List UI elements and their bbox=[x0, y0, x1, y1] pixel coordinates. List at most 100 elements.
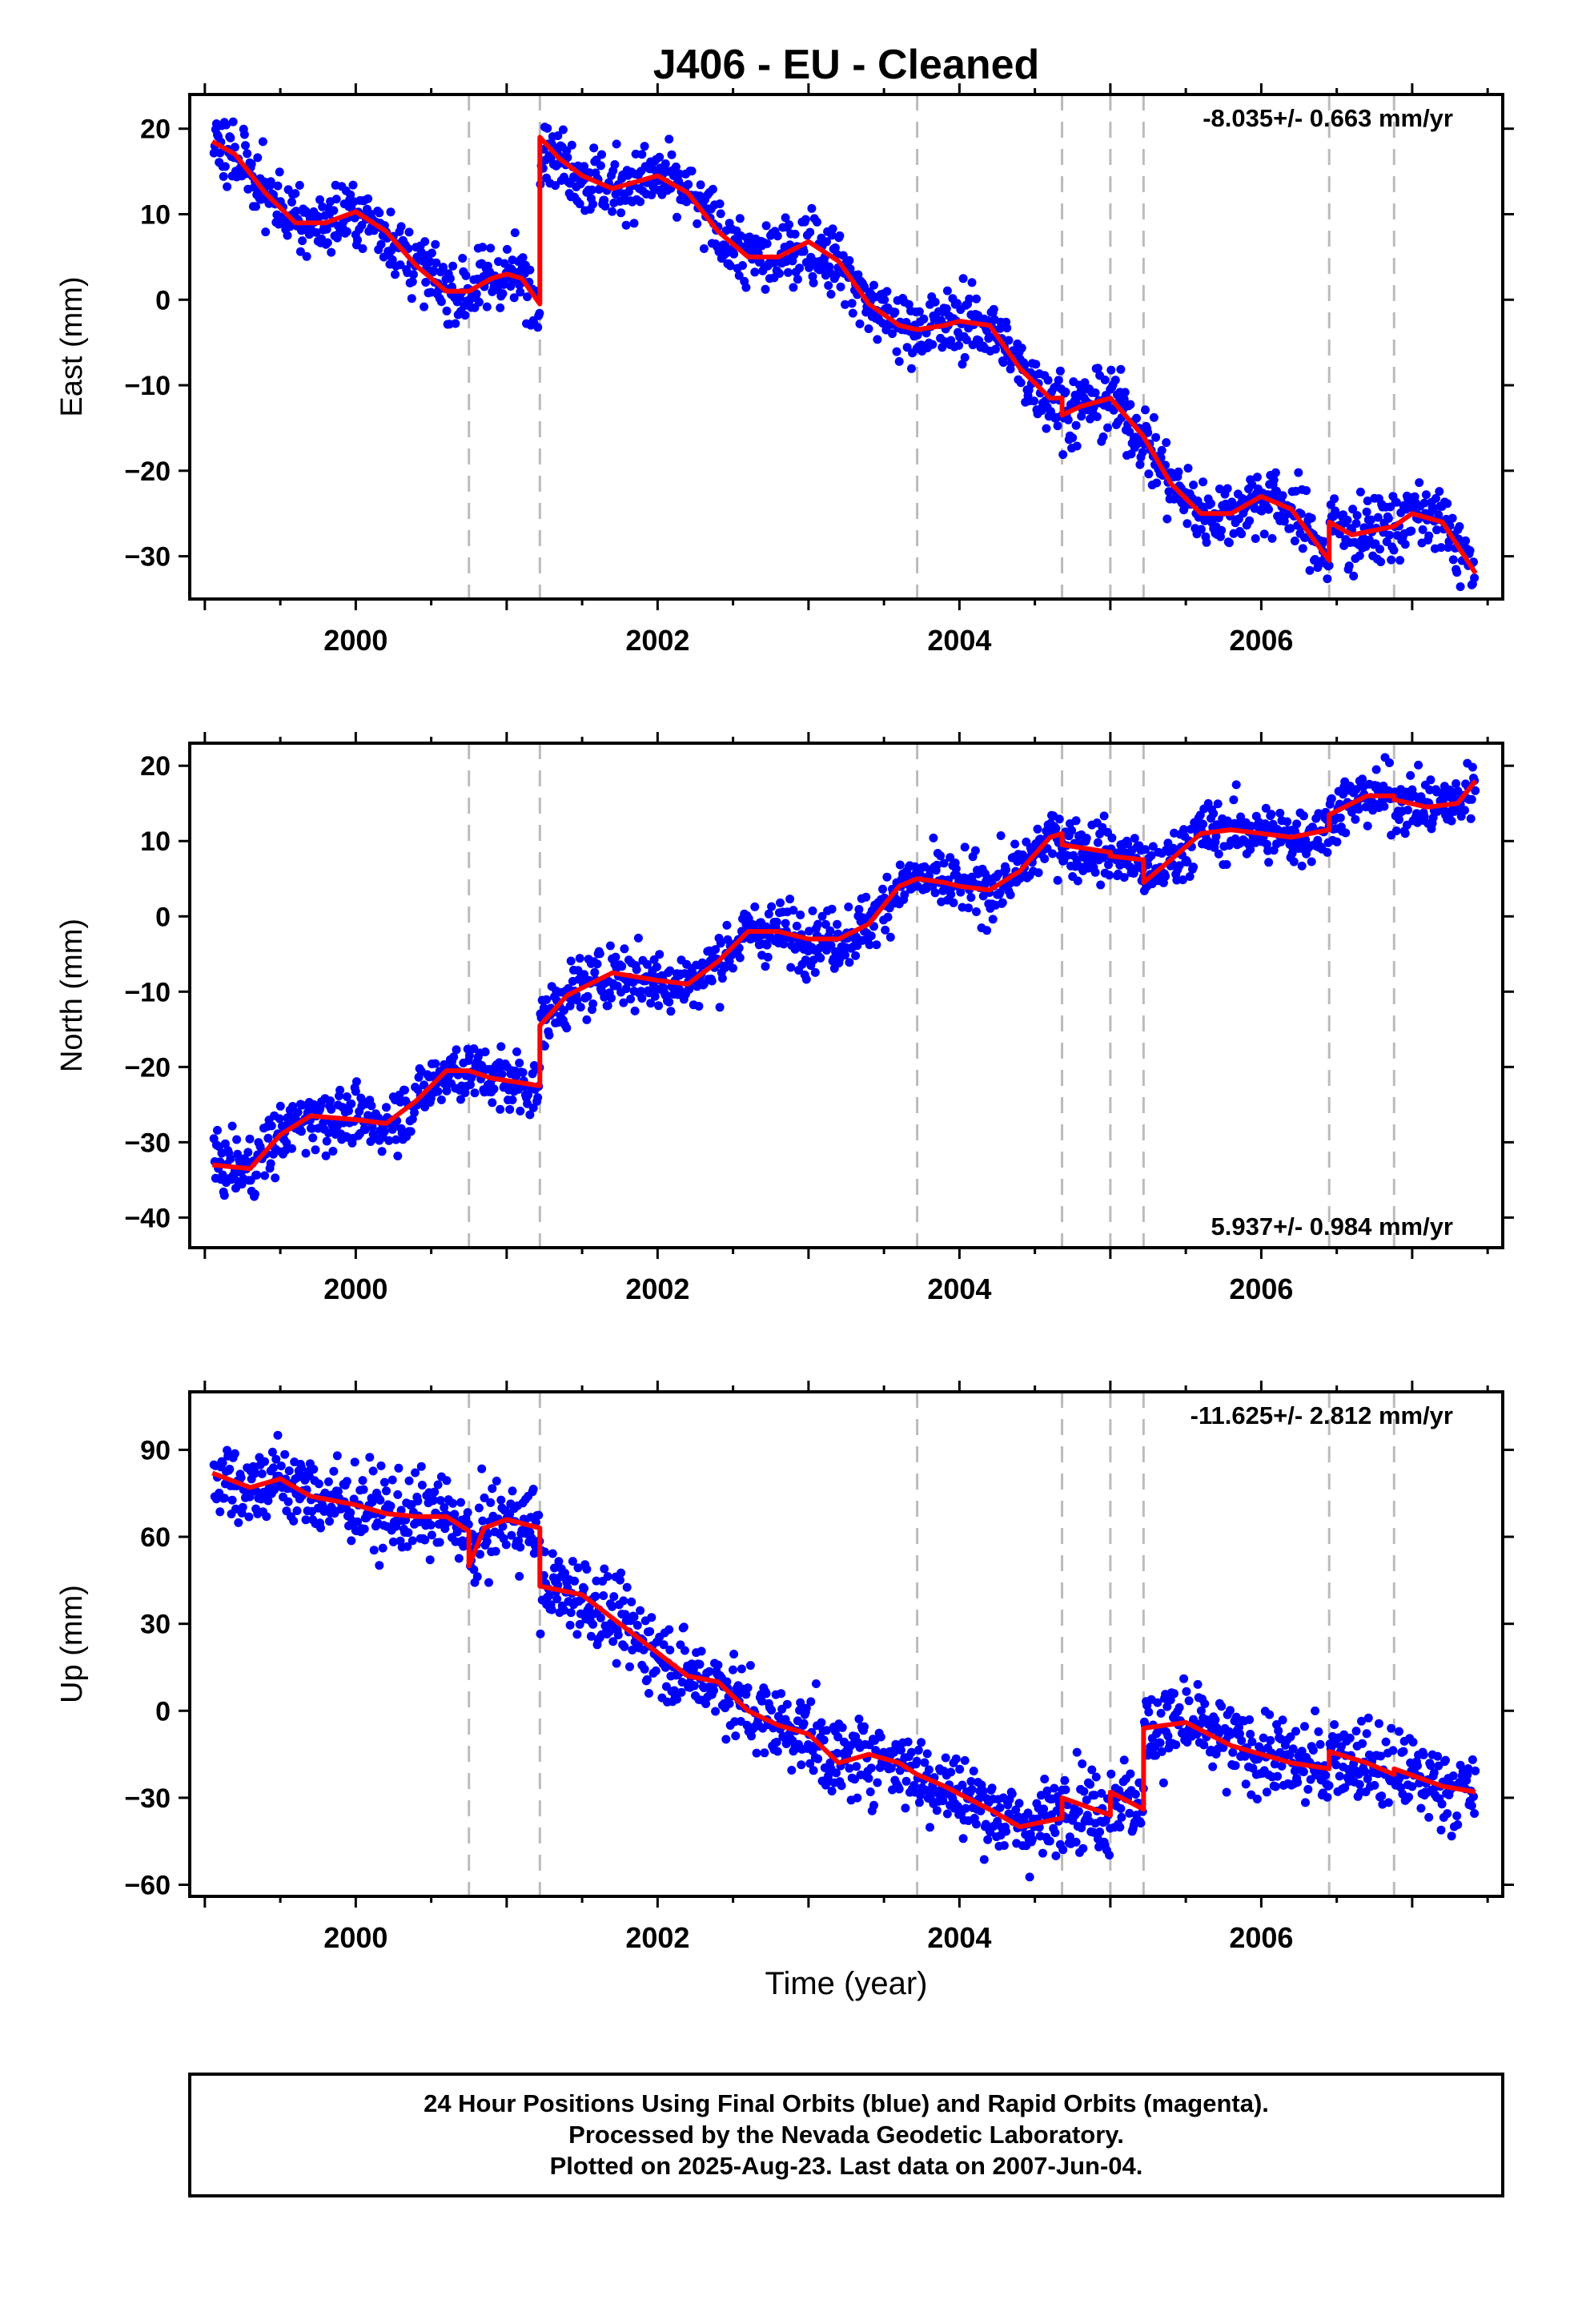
up-point-514 bbox=[659, 1640, 669, 1650]
north-point-1277 bbox=[1327, 794, 1336, 803]
footer-line-1: 24 Hour Positions Using Final Orbits (bl… bbox=[424, 2089, 1269, 2117]
east-point-254 bbox=[432, 258, 441, 267]
north-model-line bbox=[212, 779, 1478, 1172]
east-point-1041 bbox=[1120, 388, 1130, 397]
up-point-1370 bbox=[1408, 1737, 1418, 1747]
up-point-674 bbox=[799, 1719, 809, 1728]
north-point-848 bbox=[951, 864, 961, 874]
north-point-1393 bbox=[1428, 813, 1438, 822]
up-point-1206 bbox=[1265, 1710, 1275, 1719]
up-point-389 bbox=[550, 1563, 559, 1573]
east-point-1430 bbox=[1461, 536, 1471, 545]
north-point-292 bbox=[464, 1051, 474, 1060]
east-point-1113 bbox=[1183, 464, 1193, 473]
north-point-1361 bbox=[1400, 829, 1410, 838]
north-point-522 bbox=[666, 1007, 676, 1016]
north-point-179 bbox=[366, 1137, 375, 1146]
north-point-1254 bbox=[1307, 857, 1316, 866]
east-point-134 bbox=[327, 247, 336, 257]
up-point-952 bbox=[1042, 1786, 1052, 1795]
north-point-987 bbox=[1073, 876, 1082, 886]
east-point-1244 bbox=[1298, 544, 1307, 553]
up-point-1012 bbox=[1095, 1827, 1105, 1836]
up-point-1394 bbox=[1429, 1768, 1439, 1778]
north-point-450 bbox=[603, 1001, 612, 1011]
up-xtick-label-3: 2006 bbox=[1229, 1921, 1293, 1954]
up-point-1103 bbox=[1174, 1703, 1184, 1712]
up-point-266 bbox=[442, 1476, 452, 1486]
up-point-445 bbox=[599, 1591, 608, 1600]
up-point-808 bbox=[917, 1738, 926, 1747]
north-point-643 bbox=[772, 917, 781, 927]
east-point-1333 bbox=[1376, 557, 1386, 567]
up-point-1003 bbox=[1087, 1765, 1097, 1775]
up-point-241 bbox=[420, 1535, 430, 1545]
east-point-1409 bbox=[1443, 499, 1452, 509]
up-point-838 bbox=[942, 1809, 952, 1819]
up-point-1347 bbox=[1388, 1746, 1398, 1755]
north-point-666 bbox=[792, 921, 801, 931]
east-point-1054 bbox=[1132, 413, 1141, 423]
east-point-1301 bbox=[1348, 505, 1358, 514]
north-point-942 bbox=[1034, 868, 1043, 878]
up-point-994 bbox=[1079, 1787, 1089, 1796]
north-point-634 bbox=[764, 909, 773, 919]
north-point-90 bbox=[288, 1102, 298, 1111]
north-point-66 bbox=[267, 1121, 276, 1131]
north-point-483 bbox=[632, 965, 641, 975]
up-point-21 bbox=[227, 1495, 237, 1505]
east-point-1302 bbox=[1349, 571, 1359, 581]
north-point-704 bbox=[825, 926, 835, 935]
east-point-1112 bbox=[1182, 519, 1192, 529]
up-point-1326 bbox=[1370, 1780, 1379, 1790]
north-point-370 bbox=[533, 1093, 543, 1102]
east-point-528 bbox=[671, 162, 681, 171]
up-point-930 bbox=[1023, 1808, 1033, 1818]
north-point-509 bbox=[655, 950, 665, 959]
up-point-1319 bbox=[1363, 1713, 1373, 1723]
up-point-534 bbox=[677, 1687, 686, 1697]
up-point-505 bbox=[651, 1666, 661, 1675]
east-point-681 bbox=[805, 227, 815, 237]
up-point-252 bbox=[430, 1487, 440, 1497]
north-point-684 bbox=[808, 906, 817, 915]
east-point-922 bbox=[1016, 378, 1026, 388]
up-point-1402 bbox=[1436, 1825, 1446, 1835]
north-point-1429 bbox=[1460, 806, 1469, 815]
east-point-1214 bbox=[1272, 486, 1281, 496]
up-point-1059 bbox=[1136, 1819, 1146, 1828]
east-ytick-label-2: 0 bbox=[155, 285, 171, 316]
east-point-447 bbox=[600, 202, 610, 211]
east-point-273 bbox=[448, 261, 458, 271]
north-point-133 bbox=[326, 1096, 335, 1106]
up-point-1212 bbox=[1270, 1759, 1279, 1769]
east-point-578 bbox=[715, 199, 725, 208]
north-point-47 bbox=[251, 1189, 259, 1199]
up-point-1186 bbox=[1247, 1737, 1257, 1747]
up-point-387 bbox=[548, 1549, 557, 1558]
north-point-845 bbox=[949, 898, 958, 907]
east-point-260 bbox=[436, 297, 446, 307]
north-point-152 bbox=[342, 1092, 351, 1101]
north-point-1023 bbox=[1105, 870, 1114, 880]
north-point-1441 bbox=[1471, 786, 1480, 795]
east-point-1318 bbox=[1363, 497, 1372, 505]
up-point-1185 bbox=[1247, 1790, 1256, 1799]
north-point-349 bbox=[515, 1058, 524, 1068]
up-point-316 bbox=[486, 1498, 496, 1507]
north-point-1064 bbox=[1141, 845, 1150, 854]
up-point-732 bbox=[850, 1775, 859, 1784]
east-point-489 bbox=[637, 150, 647, 159]
north-point-1168 bbox=[1231, 780, 1241, 790]
east-point-726 bbox=[845, 255, 854, 265]
east-point-1396 bbox=[1431, 493, 1440, 503]
east-point-458 bbox=[610, 160, 620, 169]
east-point-886 bbox=[985, 332, 994, 341]
up-point-227 bbox=[408, 1536, 417, 1546]
up-point-985 bbox=[1071, 1837, 1081, 1847]
up-point-1243 bbox=[1297, 1747, 1307, 1756]
up-point-685 bbox=[809, 1766, 818, 1775]
east-point-604 bbox=[738, 261, 747, 270]
up-point-889 bbox=[987, 1783, 997, 1793]
up-point-1078 bbox=[1153, 1698, 1162, 1707]
